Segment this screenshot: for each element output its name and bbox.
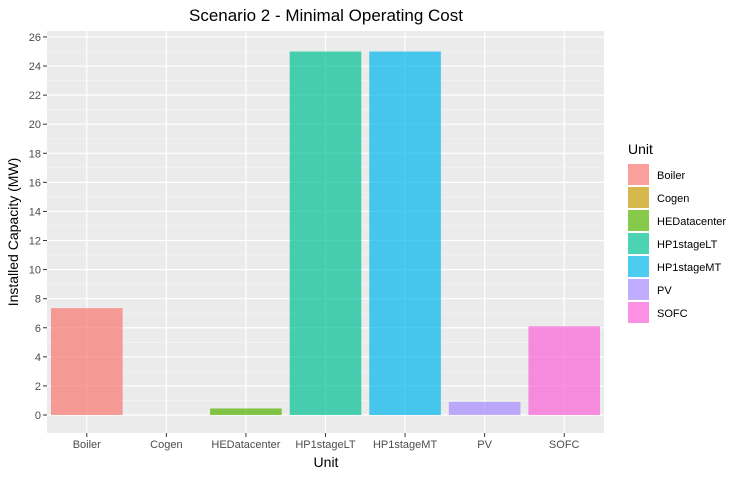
- legend-label: Cogen: [657, 193, 689, 205]
- y-tick-label: 18: [29, 148, 41, 160]
- legend-label: PV: [657, 285, 672, 297]
- y-tick-label: 24: [29, 61, 41, 73]
- x-axis-ticks: Boiler Cogen HEDatacenter HP1stageLT HP1stag…: [73, 433, 580, 451]
- y-tick-label: 26: [29, 32, 41, 44]
- legend-label: HEDatacenter: [657, 216, 726, 228]
- legend-swatch: [628, 279, 649, 300]
- bars: [50, 51, 601, 415]
- y-tick-label: 20: [29, 119, 41, 131]
- legend-swatch: [628, 210, 649, 231]
- x-tick-label: Cogen: [150, 439, 182, 451]
- legend-swatch: [628, 187, 649, 208]
- bar-boiler: [50, 308, 123, 415]
- x-tick-label: HP1stageMT: [373, 439, 437, 451]
- x-tick-label: Boiler: [73, 439, 101, 451]
- legend-label: HP1stageMT: [657, 262, 721, 274]
- x-tick-label: PV: [477, 439, 492, 451]
- y-tick-label: 14: [29, 206, 41, 218]
- x-tick-label: HEDatacenter: [211, 439, 280, 451]
- y-tick-label: 6: [35, 323, 41, 335]
- x-axis-title: Unit: [314, 454, 339, 470]
- bar-hedatacenter: [210, 408, 282, 415]
- bar-sofc: [528, 326, 601, 415]
- x-tick-label: HP1stageLT: [295, 439, 356, 451]
- y-tick-label: 2: [35, 381, 41, 393]
- y-tick-label: 4: [35, 352, 41, 364]
- y-tick-label: 16: [29, 177, 41, 189]
- chart-title: Scenario 2 - Minimal Operating Cost: [189, 6, 463, 25]
- bar-hp1stagemt: [369, 51, 441, 415]
- legend-swatch: [628, 164, 649, 185]
- legend-label: SOFC: [657, 308, 688, 320]
- legend-swatch: [628, 256, 649, 277]
- y-tick-label: 10: [29, 265, 41, 277]
- bar-hp1stagelt: [289, 51, 362, 415]
- bar-pv: [448, 401, 521, 415]
- y-tick-label: 12: [29, 236, 41, 248]
- legend-items: Boiler Cogen HEDatacenter HP1stageLT HP1stag…: [628, 164, 726, 323]
- legend-swatch: [628, 302, 649, 323]
- legend-label: HP1stageLT: [657, 239, 718, 251]
- y-tick-label: 8: [35, 294, 41, 306]
- legend-title: Unit: [628, 141, 653, 157]
- legend-label: Boiler: [657, 170, 685, 182]
- y-tick-label: 0: [35, 410, 41, 422]
- legend-swatch: [628, 233, 649, 254]
- y-tick-label: 22: [29, 90, 41, 102]
- legend: Unit Boiler Cogen HEDatacenter HP1stageLT HP…: [628, 141, 726, 323]
- y-axis-title: Installed Capacity (MW): [5, 158, 21, 307]
- x-tick-label: SOFC: [549, 439, 580, 451]
